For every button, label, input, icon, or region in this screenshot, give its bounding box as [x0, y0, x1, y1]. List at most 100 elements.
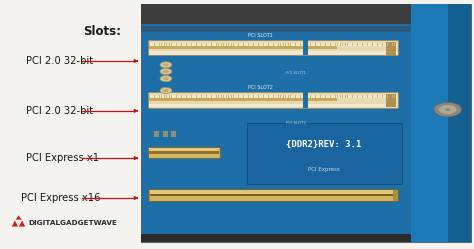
Bar [189, 95, 190, 99]
Bar [330, 43, 331, 46]
Bar [258, 43, 259, 46]
Bar [384, 43, 385, 46]
Bar [159, 43, 160, 46]
Bar [149, 43, 397, 46]
Bar [206, 95, 207, 99]
Bar [411, 4, 471, 242]
Bar [362, 43, 363, 46]
Bar [238, 95, 239, 99]
Bar [141, 4, 471, 24]
Bar [149, 51, 397, 55]
Bar [216, 43, 217, 46]
Bar [265, 43, 266, 46]
Bar [308, 43, 309, 46]
Bar [186, 43, 187, 46]
Bar [320, 95, 321, 99]
Bar [298, 43, 299, 46]
Bar [149, 104, 397, 107]
Bar [384, 95, 385, 99]
Bar [149, 95, 150, 99]
Bar [246, 123, 401, 185]
Bar [148, 189, 398, 201]
Bar [141, 234, 471, 242]
Bar [382, 43, 383, 46]
Bar [367, 43, 368, 46]
Bar [258, 95, 259, 99]
Bar [196, 95, 197, 99]
Bar [166, 43, 167, 46]
Bar [263, 43, 264, 46]
Bar [159, 95, 160, 99]
Bar [211, 95, 212, 99]
Bar [347, 95, 348, 99]
Text: PCI SLOT2: PCI SLOT2 [286, 121, 306, 125]
Bar [201, 95, 202, 99]
Circle shape [163, 70, 169, 73]
Bar [148, 147, 220, 158]
Bar [179, 95, 180, 99]
Bar [248, 95, 249, 99]
Bar [141, 26, 471, 32]
Bar [372, 95, 373, 99]
Bar [149, 43, 150, 46]
Text: PCI Express x16: PCI Express x16 [21, 193, 101, 203]
Bar [355, 95, 356, 99]
Circle shape [163, 77, 169, 80]
Bar [166, 95, 167, 99]
Text: PCI 2.0 32-bit: PCI 2.0 32-bit [26, 106, 93, 116]
Bar [150, 190, 393, 194]
Bar [243, 95, 244, 99]
Bar [377, 43, 378, 46]
Bar [196, 43, 197, 46]
Bar [189, 43, 190, 46]
Circle shape [434, 102, 462, 117]
Bar [288, 95, 289, 99]
Bar [191, 43, 192, 46]
Circle shape [160, 62, 172, 68]
Bar [347, 43, 348, 46]
Bar [216, 95, 217, 99]
Bar [352, 95, 353, 99]
Bar [236, 43, 237, 46]
Bar [156, 43, 157, 46]
Bar [223, 43, 224, 46]
Circle shape [163, 63, 169, 66]
Bar [394, 43, 395, 46]
Bar [211, 43, 212, 46]
Bar [357, 43, 358, 46]
Bar [325, 95, 326, 99]
Bar [255, 43, 256, 46]
Bar [148, 148, 219, 152]
Bar [206, 43, 207, 46]
Bar [163, 131, 168, 137]
Bar [263, 95, 264, 99]
Bar [315, 95, 316, 99]
Bar [226, 43, 227, 46]
Bar [148, 40, 398, 56]
Text: PCI SLOT2: PCI SLOT2 [248, 85, 273, 90]
Bar [265, 95, 266, 99]
Bar [288, 43, 289, 46]
Text: DIGITALGADGETWAVE: DIGITALGADGETWAVE [28, 220, 117, 226]
Bar [149, 46, 337, 49]
Text: {DDR2}REV: 3.1: {DDR2}REV: 3.1 [286, 140, 362, 149]
Circle shape [160, 68, 172, 75]
Bar [226, 95, 227, 99]
Bar [377, 95, 378, 99]
Bar [295, 43, 296, 46]
Bar [148, 92, 398, 108]
Bar [223, 95, 224, 99]
Text: PCI SLOT1: PCI SLOT1 [248, 33, 273, 38]
Bar [295, 95, 296, 99]
Bar [308, 95, 309, 99]
Bar [335, 43, 336, 46]
Bar [171, 131, 176, 137]
Circle shape [160, 75, 172, 82]
Polygon shape [16, 215, 22, 220]
Bar [150, 194, 393, 196]
Bar [169, 95, 170, 99]
Bar [310, 43, 311, 46]
Bar [268, 43, 269, 46]
Bar [228, 43, 229, 46]
Circle shape [439, 105, 456, 114]
